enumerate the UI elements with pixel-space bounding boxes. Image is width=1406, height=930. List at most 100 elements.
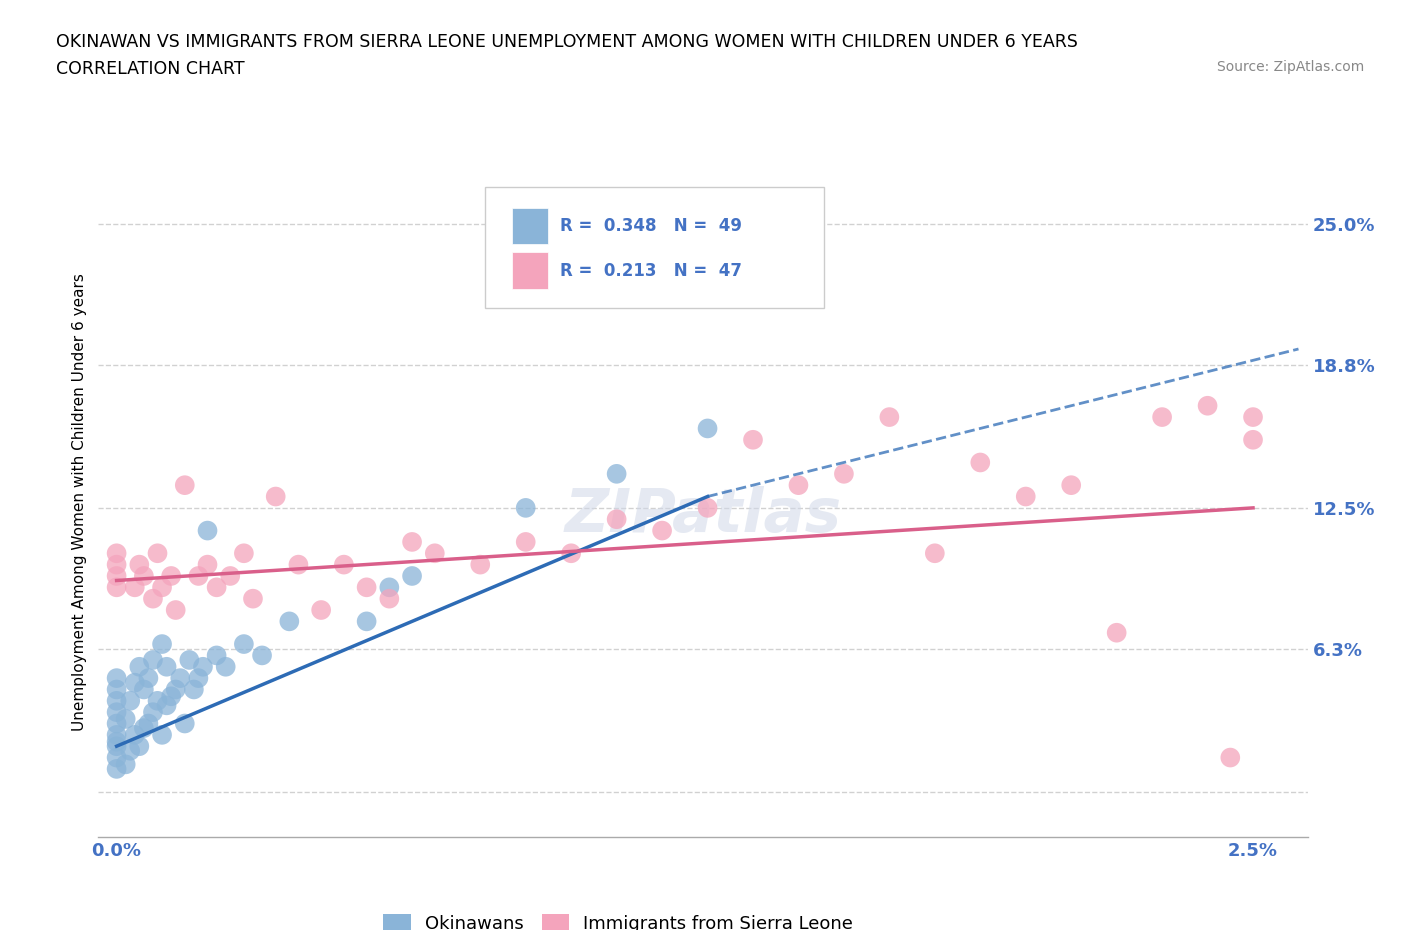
Point xyxy=(114,711,136,726)
Point xyxy=(105,738,128,753)
Point xyxy=(215,659,238,674)
Point xyxy=(832,466,855,481)
Point xyxy=(333,557,356,572)
Point xyxy=(105,705,128,720)
Point xyxy=(1105,625,1128,640)
Point xyxy=(515,535,537,550)
Point xyxy=(205,648,228,663)
Point xyxy=(879,409,901,424)
Point xyxy=(219,568,242,583)
Point xyxy=(105,762,128,777)
Point xyxy=(232,546,254,561)
Point xyxy=(132,682,155,697)
Point xyxy=(606,512,628,526)
Text: OKINAWAN VS IMMIGRANTS FROM SIERRA LEONE UNEMPLOYMENT AMONG WOMEN WITH CHILDREN : OKINAWAN VS IMMIGRANTS FROM SIERRA LEONE… xyxy=(56,33,1078,50)
Point xyxy=(696,500,718,515)
Point xyxy=(787,478,810,493)
Text: R =  0.348   N =  49: R = 0.348 N = 49 xyxy=(561,217,742,234)
Point xyxy=(105,580,128,595)
Point xyxy=(146,694,169,709)
Point xyxy=(105,682,128,697)
Point xyxy=(378,580,401,595)
Point xyxy=(160,568,183,583)
Point xyxy=(606,466,628,481)
Point xyxy=(1197,398,1219,413)
Point xyxy=(187,568,209,583)
Point xyxy=(1152,409,1174,424)
Point xyxy=(124,675,146,690)
Point xyxy=(205,580,228,595)
Point xyxy=(560,546,582,561)
Point xyxy=(128,738,150,753)
Point xyxy=(105,751,128,765)
Text: CORRELATION CHART: CORRELATION CHART xyxy=(56,60,245,78)
Point xyxy=(356,580,378,595)
Point xyxy=(132,721,155,736)
FancyBboxPatch shape xyxy=(512,252,548,289)
Point xyxy=(173,716,195,731)
Point xyxy=(191,659,214,674)
Point xyxy=(401,535,423,550)
Point xyxy=(105,671,128,685)
Point xyxy=(1241,409,1264,424)
Point xyxy=(105,568,128,583)
Point xyxy=(1015,489,1038,504)
Point xyxy=(169,671,191,685)
Point xyxy=(250,648,273,663)
Point xyxy=(1241,432,1264,447)
Point xyxy=(120,694,142,709)
FancyBboxPatch shape xyxy=(512,207,548,245)
Point xyxy=(105,734,128,749)
Point xyxy=(160,689,183,704)
Point xyxy=(142,705,165,720)
Point xyxy=(142,591,165,606)
Point xyxy=(128,557,150,572)
Point xyxy=(150,637,173,652)
Point xyxy=(183,682,205,697)
Point xyxy=(423,546,446,561)
Point xyxy=(128,659,150,674)
Point xyxy=(120,743,142,758)
Point xyxy=(1060,478,1083,493)
Point xyxy=(105,546,128,561)
Point xyxy=(278,614,301,629)
Point xyxy=(356,614,378,629)
Point xyxy=(105,694,128,709)
Point xyxy=(378,591,401,606)
Point xyxy=(287,557,309,572)
Point xyxy=(114,757,136,772)
Point xyxy=(924,546,946,561)
Text: ZIPatlas: ZIPatlas xyxy=(564,486,842,545)
Point xyxy=(155,659,177,674)
Point xyxy=(142,653,165,668)
FancyBboxPatch shape xyxy=(485,188,824,308)
Text: R =  0.213   N =  47: R = 0.213 N = 47 xyxy=(561,261,742,280)
Point xyxy=(124,727,146,742)
Point xyxy=(165,682,187,697)
Point xyxy=(969,455,991,470)
Point xyxy=(264,489,287,504)
Point xyxy=(242,591,264,606)
Point xyxy=(696,421,718,436)
Point xyxy=(138,671,160,685)
Point xyxy=(155,698,177,712)
Point xyxy=(173,478,195,493)
Point xyxy=(138,716,160,731)
Point xyxy=(197,524,219,538)
Point xyxy=(1219,751,1241,765)
Point xyxy=(124,580,146,595)
Point xyxy=(515,500,537,515)
Point xyxy=(309,603,332,618)
Legend: Okinawans, Immigrants from Sierra Leone: Okinawans, Immigrants from Sierra Leone xyxy=(377,907,860,930)
Point xyxy=(105,557,128,572)
Point xyxy=(105,716,128,731)
Point xyxy=(150,727,173,742)
Point xyxy=(470,557,492,572)
Point xyxy=(742,432,765,447)
Point xyxy=(651,524,673,538)
Point xyxy=(146,546,169,561)
Y-axis label: Unemployment Among Women with Children Under 6 years: Unemployment Among Women with Children U… xyxy=(72,273,87,731)
Point xyxy=(179,653,201,668)
Point xyxy=(401,568,423,583)
Point xyxy=(132,568,155,583)
